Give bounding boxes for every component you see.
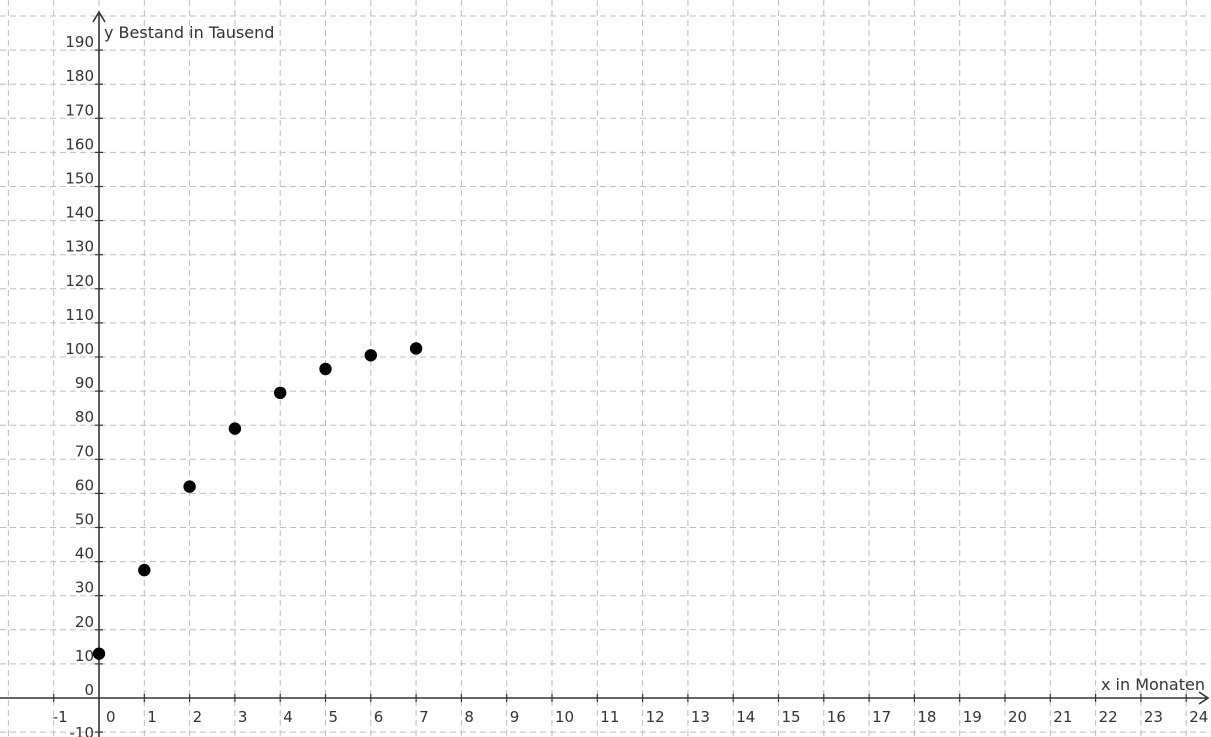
y-tick-label: 130: [65, 238, 94, 256]
x-tick-label: 17: [872, 708, 891, 726]
y-tick-label: 180: [65, 67, 94, 85]
x-axis-arrow: [1198, 691, 1210, 705]
data-points: [92, 342, 423, 660]
y-tick-label: 150: [65, 170, 94, 188]
x-tick-label: 9: [510, 708, 520, 726]
x-tick-label: 5: [329, 708, 339, 726]
x-tick-label: 7: [419, 708, 429, 726]
x-tick-label: 2: [193, 708, 203, 726]
x-axis-label: x in Monaten: [1101, 675, 1205, 694]
y-tick-label: -10: [70, 724, 95, 737]
data-point: [409, 342, 423, 355]
x-tick-label: -1: [53, 708, 68, 726]
x-tick-label: 20: [1008, 708, 1027, 726]
x-tick-label: 15: [782, 708, 801, 726]
x-tick-label: 11: [600, 708, 619, 726]
y-tick-label: 50: [75, 511, 94, 529]
data-point: [274, 386, 287, 400]
y-tick-label: 60: [75, 476, 94, 494]
y-tick-label: 30: [75, 579, 94, 597]
y-tick-label: 10: [75, 647, 94, 665]
data-point: [183, 480, 196, 493]
x-tick-label: 21: [1053, 708, 1072, 726]
x-tick-label: 14: [736, 708, 755, 726]
y-tick-label: 80: [75, 408, 94, 426]
data-point: [319, 362, 332, 376]
x-tick-label: 1: [147, 708, 157, 726]
y-tick-label: 90: [75, 374, 94, 392]
x-tick-label: 0: [106, 708, 116, 726]
x-tick-label: 23: [1144, 708, 1163, 726]
x-tick-label: 13: [691, 708, 710, 726]
x-tick-label: 6: [374, 708, 384, 726]
x-tick-label: 3: [238, 708, 248, 726]
x-tick-label: 4: [283, 708, 293, 726]
y-tick-label: 110: [65, 306, 94, 324]
x-tick-label: 24: [1189, 708, 1208, 726]
x-tick-label: 18: [917, 708, 936, 726]
y-tick-label: 170: [65, 101, 94, 119]
x-tick-label: 12: [646, 708, 665, 726]
y-tick-label: 160: [65, 135, 94, 153]
axes: [0, 10, 1210, 737]
y-tick-label: 100: [65, 340, 94, 358]
y-axis-label: y Bestand in Tausend: [104, 23, 274, 42]
data-point: [364, 349, 377, 362]
y-tick-label: 20: [75, 613, 94, 631]
data-point: [138, 563, 151, 577]
x-tick-label: 10: [555, 708, 574, 726]
y-tick-label: 190: [65, 33, 94, 51]
y-tick-label: 120: [65, 272, 94, 290]
y-tick-label: 40: [75, 545, 94, 563]
data-point: [228, 422, 242, 435]
x-tick-label: 19: [963, 708, 982, 726]
y-tick-label: 70: [75, 442, 94, 460]
y-axis-arrow: [92, 10, 106, 23]
data-point: [92, 647, 106, 660]
x-tick-label: 8: [464, 708, 474, 726]
x-tick-label: 22: [1099, 708, 1118, 726]
y-tick-label: 0: [84, 681, 94, 699]
x-tick-label: 16: [827, 708, 846, 726]
tick-labels: -1 0 1 2 3 4 5 6 7 8 9 10 11 12 13 14 15 16 17 18 19 20 21 22 23…: [53, 33, 1209, 737]
y-tick-label: 140: [65, 204, 94, 222]
